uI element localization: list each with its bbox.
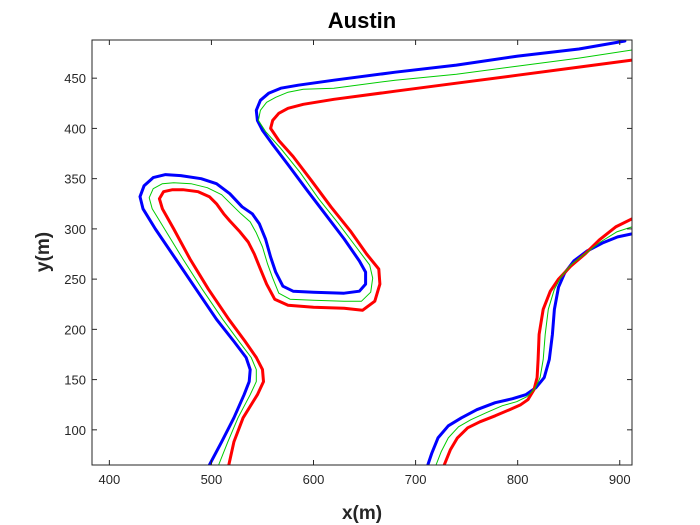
y-axis: 100 150 200 250 300 350 400 450 — [64, 71, 632, 438]
series-1-segment-0 — [157, 58, 632, 465]
y-tick-label: 150 — [64, 373, 86, 388]
y-tick-label: 350 — [64, 172, 86, 187]
y-tick-label: 250 — [64, 272, 86, 287]
series-2-segment-0 — [148, 49, 632, 465]
series-0-segment-0 — [138, 40, 627, 465]
y-tick-label: 100 — [64, 423, 86, 438]
x-tick-label: 400 — [99, 472, 121, 487]
x-tick-label: 600 — [303, 472, 325, 487]
axes-box — [91, 39, 633, 466]
series-2-segment-1 — [435, 226, 632, 465]
y-tick-label: 200 — [64, 322, 86, 337]
x-tick-label: 900 — [609, 472, 631, 487]
plot-area — [92, 40, 632, 465]
y-axis-label: y(m) — [33, 232, 54, 272]
x-tick-label: 500 — [201, 472, 223, 487]
y-tick-label: 400 — [64, 121, 86, 136]
x-tick-label: 700 — [405, 472, 427, 487]
series-layer — [138, 40, 632, 465]
x-axis: 400 500 600 700 800 900 — [99, 40, 631, 487]
y-tick-label: 300 — [64, 222, 86, 237]
chart-title: Austin — [328, 8, 396, 33]
x-axis-label: x(m) — [342, 503, 382, 524]
x-tick-label: 800 — [507, 472, 529, 487]
y-tick-label: 450 — [64, 71, 86, 86]
